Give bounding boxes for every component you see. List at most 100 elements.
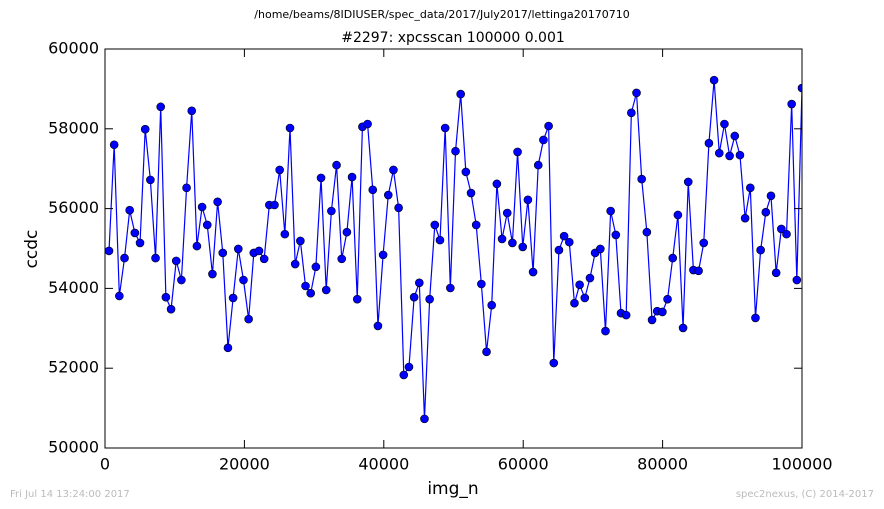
data-point: [404, 362, 414, 372]
data-point: [151, 253, 160, 263]
data-point: [187, 106, 197, 116]
data-point: [771, 268, 781, 278]
data-point: [477, 279, 486, 289]
data-point: [606, 206, 615, 216]
data-point: [259, 254, 269, 264]
data-point: [446, 283, 455, 293]
data-point: [766, 191, 776, 201]
data-point: [482, 347, 491, 357]
data-point: [394, 203, 403, 213]
data-point: [430, 220, 440, 230]
data-point: [109, 140, 119, 150]
data-point: [585, 273, 595, 283]
data-point: [642, 227, 652, 237]
data-point: [301, 281, 310, 291]
y-axis-label: ccdc: [22, 230, 42, 269]
data-point: [518, 242, 528, 252]
data-point: [513, 147, 522, 157]
data-point: [745, 183, 755, 193]
data-point: [105, 246, 114, 256]
data-point: [663, 294, 672, 304]
data-point: [627, 108, 636, 118]
data-point: [751, 313, 760, 323]
data-point: [461, 167, 471, 177]
data-point: [740, 213, 750, 223]
data-point: [146, 175, 155, 185]
axes-frame: [104, 48, 803, 449]
data-point: [502, 208, 512, 218]
data-point: [228, 293, 238, 303]
y-tick-label: 58000: [48, 118, 99, 137]
y-tick-label: 50000: [48, 438, 99, 457]
data-point: [363, 119, 372, 129]
data-point: [125, 205, 134, 215]
data-point: [306, 288, 315, 298]
data-point: [208, 269, 217, 279]
data-point: [761, 207, 771, 217]
data-point: [327, 206, 336, 216]
data-point: [161, 292, 171, 302]
data-point: [709, 75, 719, 85]
data-point: [694, 266, 703, 276]
data-point: [166, 304, 176, 314]
x-axis-label: img_n: [427, 479, 478, 499]
data-point: [425, 294, 434, 304]
data-point: [466, 188, 476, 198]
data-point: [735, 150, 745, 160]
data-point: [611, 230, 621, 240]
data-point: [177, 275, 186, 285]
data-point: [342, 227, 352, 237]
x-tick-label: 0: [100, 455, 110, 474]
data-point: [130, 228, 140, 238]
data-point: [756, 245, 765, 255]
data-point: [492, 179, 502, 189]
x-tick-label: 40000: [358, 455, 409, 474]
data-point: [182, 183, 191, 193]
data-point: [383, 190, 393, 200]
data-point: [435, 235, 445, 245]
data-point: [332, 160, 341, 170]
x-tick-label: 20000: [219, 455, 270, 474]
data-point: [564, 237, 574, 247]
data-point: [171, 256, 181, 266]
chart-subtitle: #2297: xpcsscan 100000 0.001: [341, 30, 565, 46]
data-point: [451, 146, 460, 156]
data-point: [647, 315, 657, 325]
data-point: [632, 88, 641, 98]
data-point: [782, 229, 791, 239]
data-point: [528, 267, 538, 277]
chart-title: /home/beams/8IDIUSER/spec_data/2017/July…: [254, 8, 629, 21]
y-tick-label: 54000: [48, 278, 99, 297]
data-point: [575, 280, 584, 290]
data-point: [233, 244, 243, 254]
data-point: [368, 185, 378, 195]
y-tick-label: 60000: [48, 39, 99, 58]
plot-area: [105, 75, 802, 424]
data-point: [456, 89, 465, 99]
data-point: [440, 123, 450, 133]
data-point: [420, 414, 429, 424]
data-point: [523, 195, 533, 205]
data-point: [280, 229, 290, 239]
data-point: [570, 298, 579, 308]
data-point: [678, 323, 688, 333]
data-point: [797, 83, 802, 93]
x-tick-label: 80000: [637, 455, 688, 474]
data-point: [373, 321, 383, 331]
data-point: [415, 278, 424, 288]
data-point: [544, 121, 553, 131]
data-point: [621, 310, 631, 320]
data-point: [140, 124, 150, 134]
data-point: [409, 292, 419, 302]
data-point: [471, 220, 481, 230]
data-point: [239, 275, 248, 285]
data-point: [270, 200, 279, 210]
data-point: [202, 220, 212, 230]
data-point: [730, 131, 740, 141]
data-point: [337, 254, 347, 264]
data-point: [311, 262, 321, 272]
y-tick-label: 52000: [48, 358, 99, 377]
data-point: [580, 293, 590, 303]
data-point: [285, 123, 295, 133]
